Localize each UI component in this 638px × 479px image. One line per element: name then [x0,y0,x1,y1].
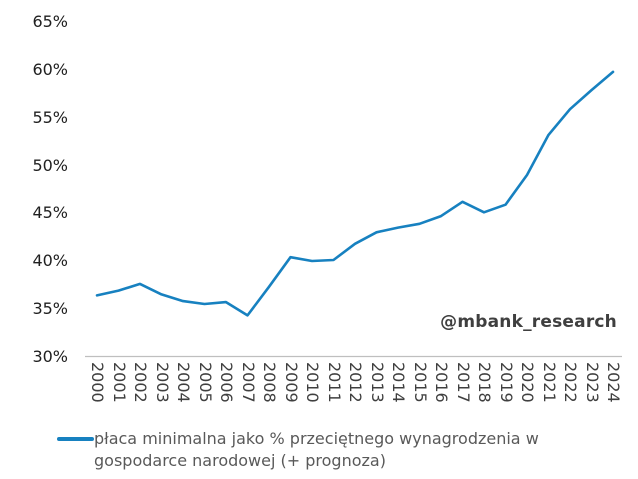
y-axis-tick-label: 65% [32,12,68,32]
y-axis-tick-label: 60% [32,60,68,79]
legend-label: płaca minimalna jako % przeciętnego wyna… [94,428,539,472]
y-axis: 65% 60% 55% 50% 45% 40% 35% 30% [0,0,68,380]
y-axis-tick-label: 45% [32,203,68,223]
y-axis-tick-label: 30% [32,346,68,366]
legend-line-swatch [57,437,94,441]
y-axis-tick-label: 50% [32,155,68,175]
watermark: @mbank_research [440,312,617,332]
legend: płaca minimalna jako % przeciętnego wyna… [57,428,617,472]
data-series-line [95,70,615,317]
y-axis-tick-label: 55% [32,107,68,127]
legend-label-line1: płaca minimalna jako % przeciętnego wyna… [94,429,539,448]
y-axis-tick-label: 35% [32,298,68,318]
legend-label-line2: gospodarce narodowej (+ prognoza) [94,451,386,470]
y-axis-tick-label: 40% [32,251,68,270]
